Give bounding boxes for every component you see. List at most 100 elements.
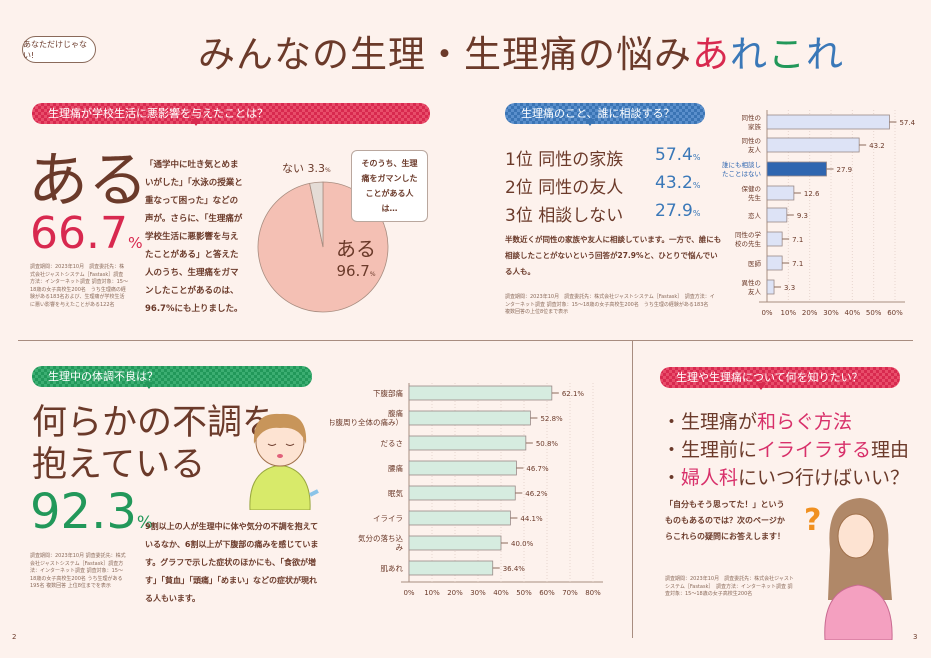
category-label: 異性の友人 xyxy=(742,278,762,296)
section1-body: 「通学中に吐き気とめまいがした」「水泳の授業と重なって困った」などの声が。さらに… xyxy=(145,160,243,314)
category-label: 同性の友人 xyxy=(742,136,762,154)
title-accent-char: れ xyxy=(730,33,768,76)
category-label: だるさ xyxy=(381,439,404,448)
category-label: 気分の落ち込み xyxy=(358,533,404,552)
rank-item: 2位 同性の友人 43.2% xyxy=(505,173,705,198)
bar xyxy=(766,185,795,201)
category-label-line: 異性の xyxy=(742,278,762,287)
want-item: ・生理痛が和らぐ方法 xyxy=(662,407,852,434)
tick-label: 20% xyxy=(447,589,463,597)
rank-label: 相談しない xyxy=(538,206,624,226)
category-label: 腰痛 xyxy=(388,463,403,473)
value-label: 44.1% xyxy=(520,515,543,523)
page-number-right: 3 xyxy=(913,633,918,641)
bar xyxy=(408,410,531,426)
section3-banner: 生理中の体調不良は？ xyxy=(32,366,312,389)
tick-label: 40% xyxy=(845,309,861,317)
section4-body: 「自分もそう思ってた！」というものもあるのでは？次のページからこれらの疑問にお答… xyxy=(665,500,785,541)
section2-body: 半数近くが同性の家族や友人に相談しています。一方で、誰にも相談したことがないとい… xyxy=(505,235,722,276)
bar xyxy=(766,137,860,153)
pie-label-no: ない 3.3% xyxy=(282,162,331,175)
question-mark-icon: ? xyxy=(804,503,821,538)
want-emphasis: 婦人科 xyxy=(681,467,739,489)
tick-label: 50% xyxy=(866,309,882,317)
divider-vertical xyxy=(632,340,633,638)
tick-label: 10% xyxy=(424,589,440,597)
category-label-line: 家族 xyxy=(748,122,762,131)
category-label-line: 友人 xyxy=(748,287,762,296)
category-label-line: 友人 xyxy=(748,145,762,154)
rank-label: 同性の友人 xyxy=(538,178,624,198)
rank-value: 57.4% xyxy=(655,145,701,165)
symptom-bar-chart: 0% 10% 20% 30% 40% 50% 60% 70% 80% 62.1% 下腹部痛 52.8%… xyxy=(330,383,603,597)
rank-item: 3位 相談しない 27.9% xyxy=(505,201,705,226)
section3-percent: 92.3% xyxy=(30,484,153,540)
category-label: 眠気 xyxy=(388,488,403,498)
category-label-line: 同性の xyxy=(742,136,762,145)
rank-item: 1位 同性の家族 57.4% xyxy=(505,145,705,170)
bar xyxy=(408,510,511,526)
tick-label: 0% xyxy=(403,589,414,597)
divider xyxy=(18,340,913,341)
value-label: 46.2% xyxy=(525,490,548,498)
category-label-line: 同性の xyxy=(742,113,762,122)
category-label: 誰にも相談したことはない xyxy=(722,160,761,178)
rank-number: 3位 xyxy=(505,206,533,226)
section2-footnote: 調査期間：2023年10月 調査委託先：株式会社ジャストシステム［Fastask… xyxy=(505,294,715,315)
category-label-line: み xyxy=(396,543,404,552)
bar xyxy=(408,485,516,501)
title-accent-char: れ xyxy=(806,33,844,76)
tick-label: 80% xyxy=(585,589,601,597)
value-label: 40.0% xyxy=(511,540,534,548)
category-label-line: （お腹周り全体の痛み） xyxy=(330,417,403,427)
category-label-line: 腹痛 xyxy=(388,408,403,418)
want-item: ・婦人科にいつ行けばいい？ xyxy=(662,463,909,490)
section4-banner: 生理や生理痛について何を知りたい？ xyxy=(660,367,900,390)
want-item: ・生理前にイライラする理由 xyxy=(662,435,909,462)
value-label: 3.3 xyxy=(784,284,795,292)
section3-footnote: 調査期間：2023年10月 調査委託先：株式会社ジャストシステム［Fastask… xyxy=(30,553,126,589)
tick-label: 30% xyxy=(823,309,839,317)
tick-label: 60% xyxy=(887,309,903,317)
value-label: 7.1 xyxy=(792,260,803,268)
value-label: 50.8% xyxy=(536,440,559,448)
want-text: 理由 xyxy=(871,439,910,461)
category-label: 同性の家族 xyxy=(742,113,762,131)
want-text: にいつ行けばいい？ xyxy=(738,467,910,489)
bar xyxy=(766,231,783,247)
section3-headline: 何らかの不調を 抱えている xyxy=(32,403,278,485)
header-tag: あなただけじゃない! xyxy=(22,36,96,63)
tick-label: 70% xyxy=(562,589,578,597)
category-label: 同性の学校の先生 xyxy=(735,230,762,248)
tick-label: 10% xyxy=(781,309,797,317)
category-label-line: たことはない xyxy=(722,170,761,178)
woman-illustration: ? xyxy=(804,498,893,640)
category-label: 保健の先生 xyxy=(742,184,762,202)
tick-label: 0% xyxy=(761,309,772,317)
bar xyxy=(408,460,517,476)
bar xyxy=(766,279,775,295)
rank-value: 43.2% xyxy=(655,173,701,193)
pie-callout: そのうち、生理痛をガマンしたことがある人は… xyxy=(351,150,428,222)
tick-label: 40% xyxy=(493,589,509,597)
category-label: 恋人 xyxy=(748,211,762,220)
value-label: 7.1 xyxy=(792,236,803,244)
value-label: 57.4 xyxy=(899,119,915,127)
value-label: 12.6 xyxy=(804,190,820,198)
category-label: 腹痛（お腹周り全体の痛み） xyxy=(330,408,403,427)
bar xyxy=(408,385,553,401)
title-accent-char: あ xyxy=(692,33,730,76)
category-label: イライラ xyxy=(373,514,403,523)
section1-percent: 66.7% xyxy=(30,208,143,259)
value-label: 46.7% xyxy=(526,465,549,473)
bar xyxy=(766,207,788,223)
bar xyxy=(766,114,890,130)
value-label: 27.9 xyxy=(837,166,853,174)
section4-footnote: 調査期間：2023年10月 調査委託先：株式会社ジャストシステム［Fastask… xyxy=(665,576,794,597)
tick-label: 20% xyxy=(802,309,818,317)
category-label-line: 気分の落ち込 xyxy=(358,533,403,543)
value-label: 62.1% xyxy=(562,390,585,398)
bar xyxy=(408,560,494,576)
want-emphasis: イライラする xyxy=(757,439,872,461)
consult-bar-chart: 0% 10% 20% 30% 40% 50% 60%57.4同性の家族43.2同性の友人27… xyxy=(722,110,916,317)
